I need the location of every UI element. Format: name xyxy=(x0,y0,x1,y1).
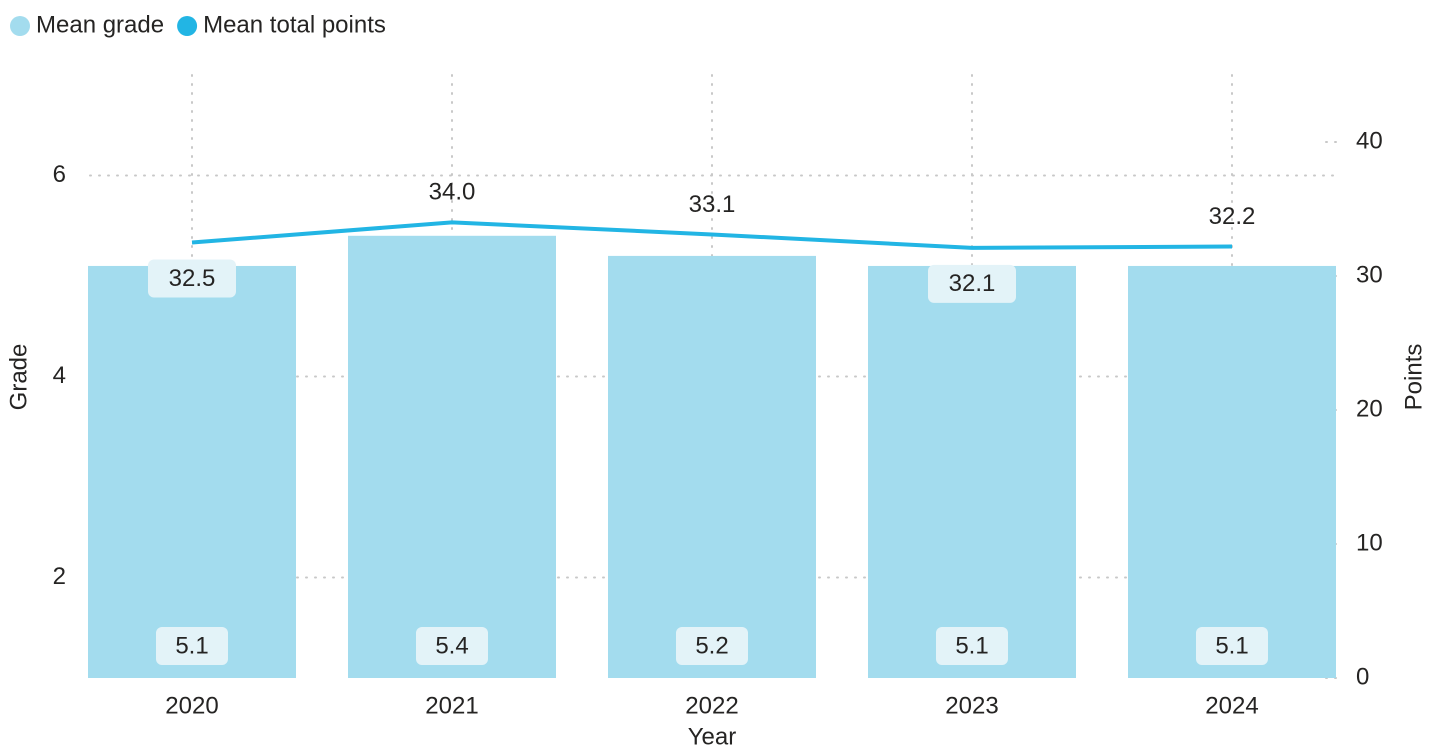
x-tick-label: 2023 xyxy=(945,692,998,719)
y2-tick-label: 30 xyxy=(1356,261,1383,288)
line xyxy=(191,220,1233,250)
bar xyxy=(348,235,556,679)
data-label-bg xyxy=(148,259,236,298)
y2-tick-label: 10 xyxy=(1356,529,1383,556)
data-label-bg xyxy=(936,627,1008,665)
bar xyxy=(1128,265,1336,678)
y2-tick-label: 40 xyxy=(1356,127,1383,154)
x-tick-label: 2021 xyxy=(425,692,478,719)
x-tick-label: 2020 xyxy=(165,692,218,719)
data-label: 5.1 xyxy=(1215,632,1248,659)
y-tick-label: 4 xyxy=(53,362,66,389)
data-label: 33.1 xyxy=(689,191,736,218)
legend-label: Mean grade xyxy=(36,11,164,38)
y-tick-label: 2 xyxy=(53,563,66,590)
y2-tick-label: 0 xyxy=(1356,663,1369,690)
y-axis-title: Grade xyxy=(5,344,32,411)
bar xyxy=(88,265,296,678)
data-label-bg xyxy=(928,264,1016,303)
data-label: 32.1 xyxy=(949,270,996,297)
legend-label: Mean total points xyxy=(203,11,386,38)
bar xyxy=(868,265,1076,678)
data-label-bg xyxy=(156,627,228,665)
x-tick-label: 2022 xyxy=(685,692,738,719)
legend-marker xyxy=(10,16,30,36)
x-tick-label: 2024 xyxy=(1205,692,1258,719)
data-label: 5.1 xyxy=(175,632,208,659)
y-tick-label: 6 xyxy=(53,161,66,188)
data-label: 5.2 xyxy=(695,632,728,659)
data-label: 32.5 xyxy=(169,265,216,292)
y2-tick-label: 20 xyxy=(1356,395,1383,422)
x-axis-title: Year xyxy=(688,723,737,749)
bar xyxy=(608,255,816,678)
data-label-bg xyxy=(1196,627,1268,665)
legend-marker xyxy=(177,16,198,36)
y2-axis-title: Points xyxy=(1400,344,1427,411)
data-label-bg xyxy=(416,627,488,665)
data-label: 34.0 xyxy=(429,179,476,206)
data-label-bg xyxy=(676,627,748,665)
data-label: 5.1 xyxy=(955,632,988,659)
data-label: 32.2 xyxy=(1209,203,1256,230)
data-label: 5.4 xyxy=(435,632,468,659)
